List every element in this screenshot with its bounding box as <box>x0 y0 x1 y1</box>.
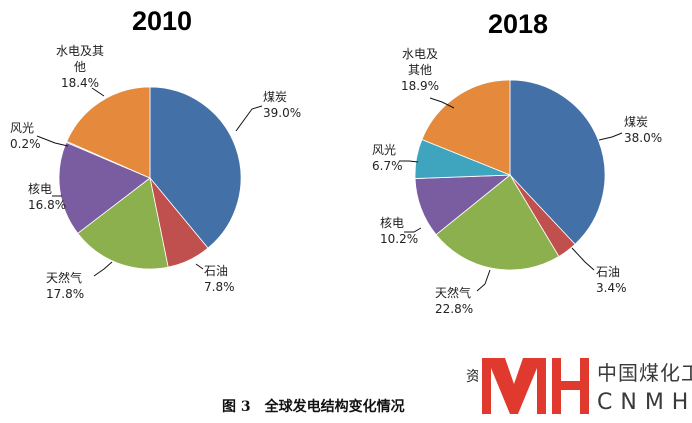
slice-label: 石油 3.4% <box>596 265 627 295</box>
logo-name-cn: 中国煤化工 <box>597 361 692 385</box>
pie-slice <box>509 79 606 245</box>
watermark-logo: 中国煤化工 CNMHG <box>478 358 692 416</box>
chart-title: 2010 <box>132 6 192 36</box>
slice-label: 煤炭 39.0% <box>263 90 301 120</box>
slice-label: 风光 0.2% <box>10 121 41 151</box>
source-text-fragment: 资 <box>466 369 480 385</box>
leader-line <box>404 227 422 233</box>
leader-line <box>91 87 105 97</box>
leader-line <box>476 269 491 292</box>
pie-chart-2010: 2010 煤炭 39.0% 石油 7.8% 天然气 17.8% 核电 16.8% 风光 0.2% 水电… <box>10 6 301 301</box>
pie-slice <box>421 79 511 176</box>
slice-label: 水电及其他 18.4% <box>56 44 104 90</box>
slice-label: 天然气 17.8% <box>46 270 84 301</box>
logo-name-en: CNMHG <box>597 390 692 415</box>
slice-label: 核电 16.8% <box>28 182 66 212</box>
leader-line <box>571 247 595 271</box>
slice-label: 天然气 22.8% <box>435 285 473 316</box>
leader-line <box>235 105 263 132</box>
pie-slice <box>66 86 151 179</box>
leader-line <box>598 132 623 141</box>
figure-caption: 图 3 全球发电结构变化情况 <box>222 398 405 415</box>
slice-label: 石油 7.8% <box>204 264 235 294</box>
chart-title: 2018 <box>488 9 548 39</box>
leader-line <box>195 263 204 270</box>
leader-line <box>93 261 113 277</box>
slice-label: 煤炭 38.0% <box>624 115 662 145</box>
slice-label: 水电及其他 18.9% <box>401 47 439 93</box>
leader-line <box>36 135 69 147</box>
pie-slice <box>435 174 560 271</box>
leader-line <box>399 160 419 163</box>
pie-chart-2018: 2018 煤炭 38.0% 石油 3.4% 天然气 22.8% 核电 10.2% 风光 6.7% 水电… <box>372 9 662 316</box>
leader-line <box>429 97 455 109</box>
pie-slice <box>77 177 169 270</box>
slice-label: 风光 6.7% <box>372 143 403 173</box>
logo-mark <box>478 358 589 416</box>
pie-slice <box>149 86 242 249</box>
pie-slice <box>58 141 151 234</box>
slice-label: 核电 10.2% <box>380 216 418 246</box>
